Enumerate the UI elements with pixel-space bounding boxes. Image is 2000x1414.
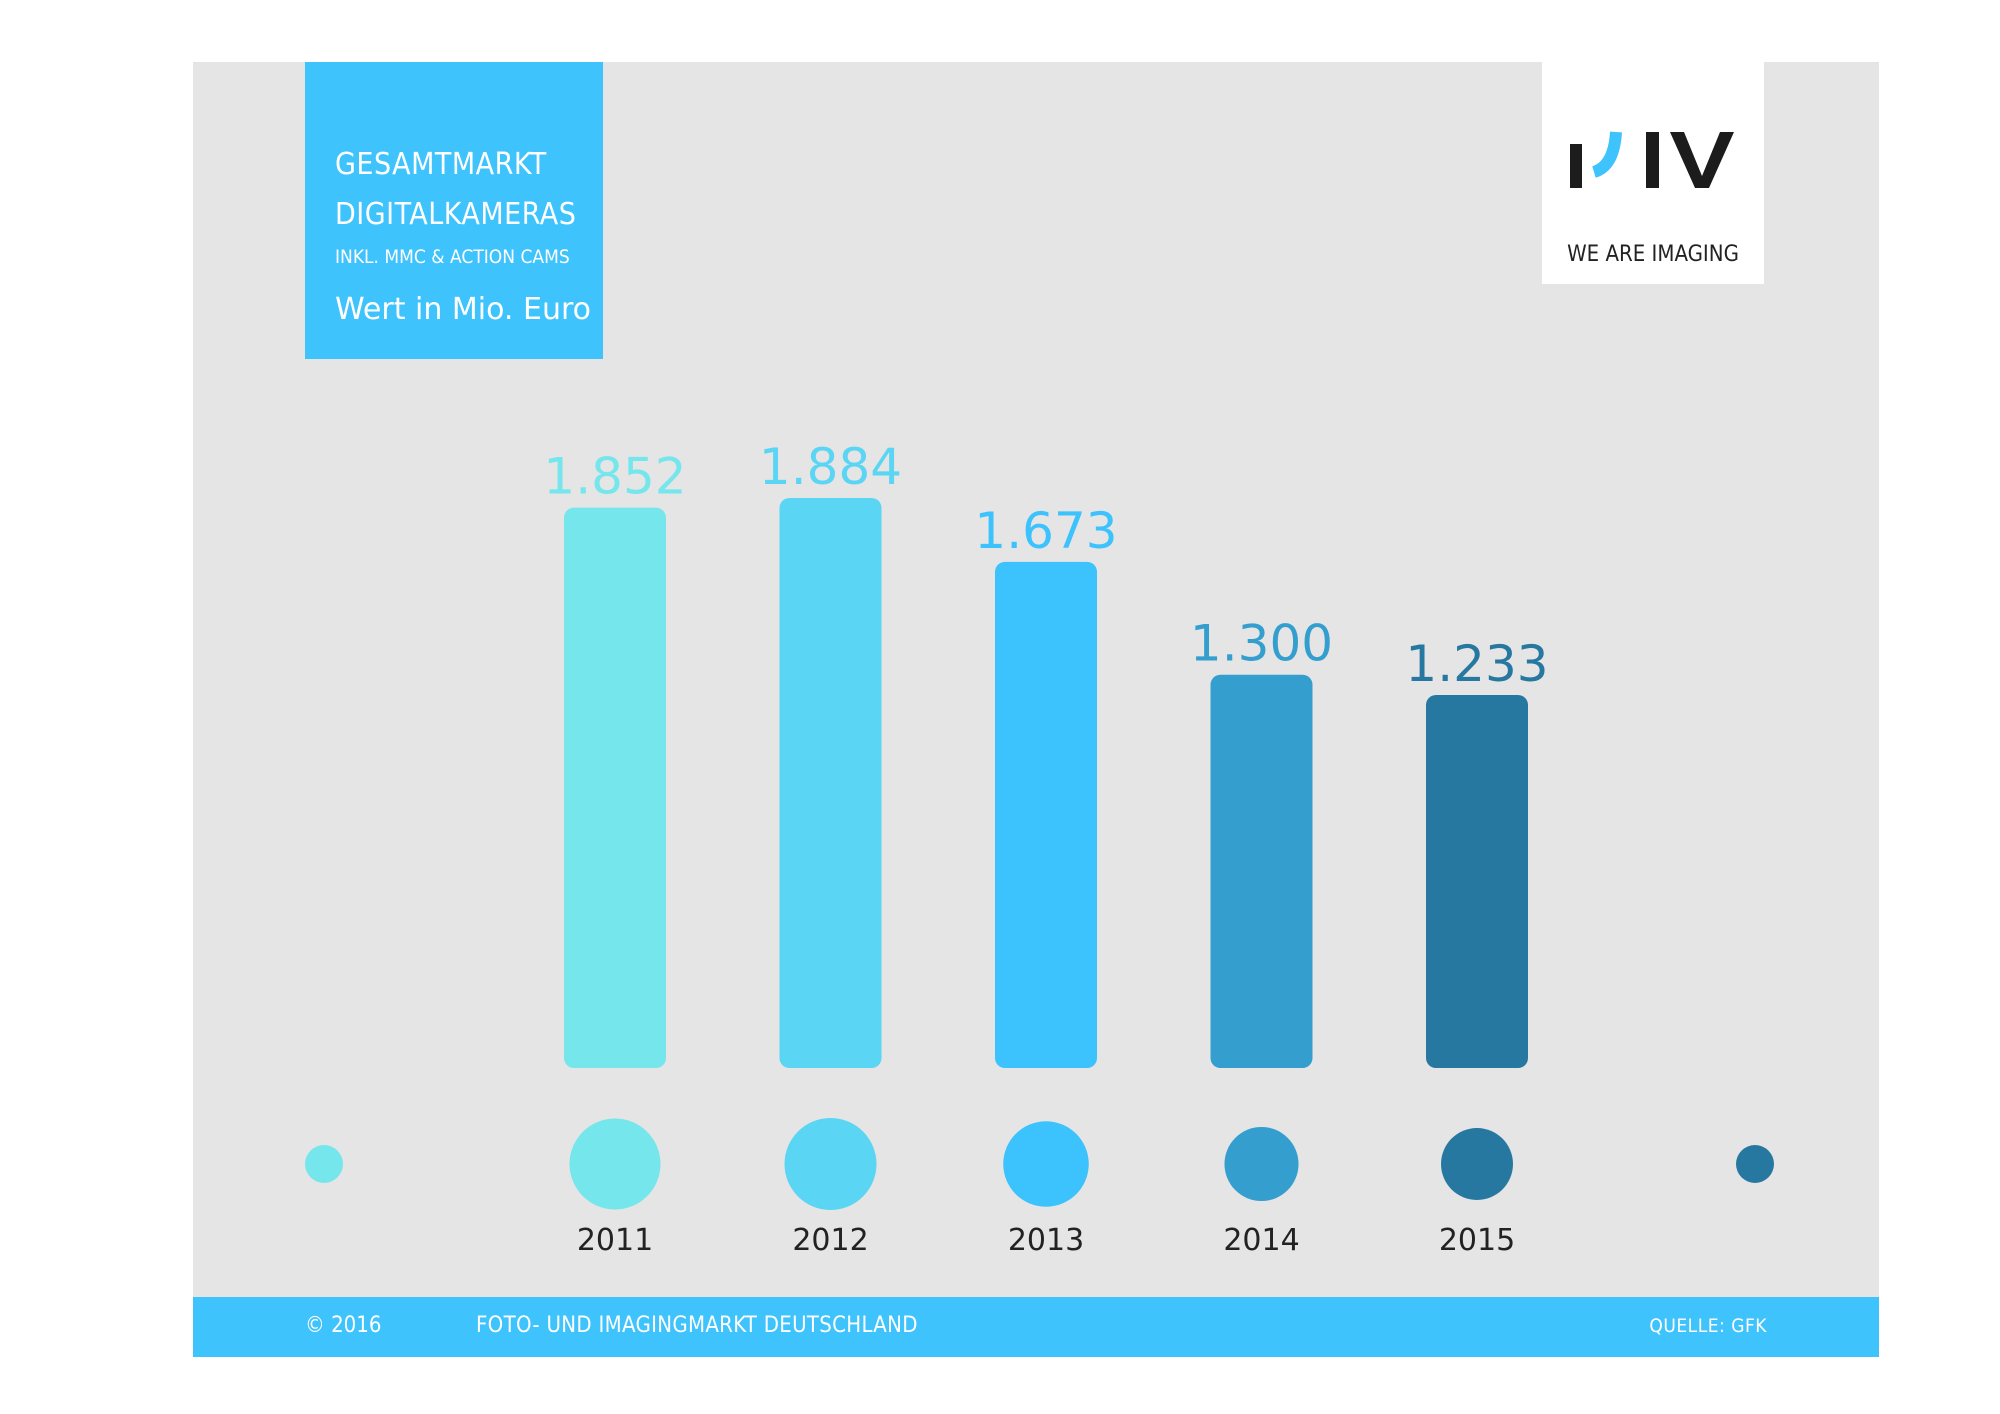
bar-2011 bbox=[564, 507, 666, 1068]
value-label-2015: 1.233 bbox=[1405, 635, 1548, 693]
timeline-dot-2015 bbox=[1441, 1128, 1513, 1200]
year-label-2012: 2012 bbox=[792, 1223, 868, 1258]
value-label-2013: 1.673 bbox=[974, 502, 1117, 560]
bar-2015 bbox=[1426, 694, 1528, 1068]
value-label-2011: 1.852 bbox=[543, 448, 686, 506]
chart-subtitle: INKL. MMC & ACTION CAMS bbox=[335, 246, 570, 268]
timeline-dot-2011 bbox=[569, 1118, 661, 1210]
piv-logo: WE ARE IMAGING bbox=[1542, 62, 1764, 284]
footer-source: QUELLE: GFK bbox=[1649, 1315, 1767, 1337]
chart-card: 1.852 2011 1.884 2012 1.673 2013 1.300 2014 1.23… bbox=[193, 62, 1879, 1357]
chart-title-line1: GESAMTMARKT bbox=[335, 147, 547, 182]
timeline-dot-2012 bbox=[784, 1118, 877, 1210]
chart-title-box: GESAMTMARKT DIGITALKAMERAS INKL. MMC & A… bbox=[305, 62, 603, 359]
footer-title: FOTO- UND IMAGINGMARKT DEUTSCHLAND bbox=[476, 1313, 918, 1338]
chart-title-line2: DIGITALKAMERAS bbox=[335, 197, 577, 232]
logo-tagline: WE ARE IMAGING bbox=[1567, 242, 1739, 267]
year-label-2011: 2011 bbox=[577, 1223, 653, 1258]
year-label-2015: 2015 bbox=[1439, 1223, 1515, 1258]
bar-2012 bbox=[779, 498, 882, 1068]
year-label-2014: 2014 bbox=[1223, 1223, 1299, 1258]
timeline-dot-2013 bbox=[1003, 1121, 1089, 1207]
value-label-2014: 1.300 bbox=[1190, 615, 1333, 673]
timeline-dot-2014 bbox=[1224, 1126, 1299, 1202]
footer-copyright: © 2016 bbox=[305, 1313, 382, 1338]
timeline-start-dot bbox=[305, 1145, 343, 1183]
timeline-end-dot bbox=[1736, 1145, 1774, 1183]
piv-logo-icon bbox=[1570, 131, 1734, 188]
value-label-2012: 1.884 bbox=[759, 438, 902, 496]
bar-chart: 1.852 2011 1.884 2012 1.673 2013 1.300 2014 1.23… bbox=[305, 438, 1774, 1258]
footer-bar: © 2016 FOTO- UND IMAGINGMARKT DEUTSCHLAN… bbox=[193, 1297, 1879, 1357]
chart-unit-label: Wert in Mio. Euro bbox=[335, 292, 591, 327]
bar-2014 bbox=[1210, 674, 1313, 1068]
bar-2013 bbox=[995, 561, 1097, 1068]
year-label-2013: 2013 bbox=[1008, 1223, 1084, 1258]
